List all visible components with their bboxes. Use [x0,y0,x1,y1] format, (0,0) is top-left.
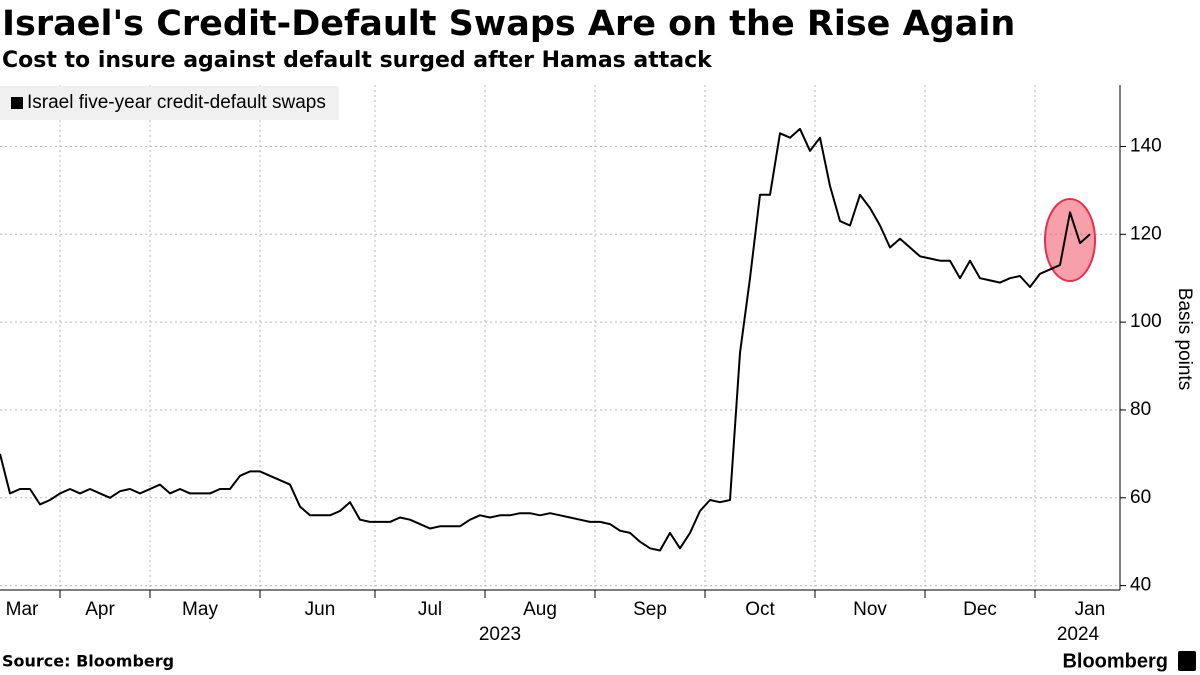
x-tick-label: Sep [633,599,667,620]
legend-swatch [11,97,23,109]
y-tick-label: 120 [1130,223,1162,244]
year-label: 2024 [1057,624,1100,645]
legend-label: Israel five-year credit-default swaps [27,92,326,113]
legend-box [0,86,339,120]
y-tick-label: 100 [1130,311,1162,332]
x-tick-label: May [182,599,218,620]
line-series [0,127,1091,552]
source: Source: Bloomberg [2,652,174,671]
y-tick-label: 60 [1130,487,1151,508]
brand: Bloomberg [1062,650,1168,672]
year-label: 2023 [479,624,521,645]
x-tick-label: Aug [523,599,557,620]
legend: Israel five-year credit-default swaps [0,86,339,120]
x-tick-label: Jun [305,599,336,620]
x-tick-label: Apr [85,599,115,620]
chart-title: Israel's Credit-Default Swaps Are on the… [2,4,1015,44]
x-tick-label: Nov [853,599,887,620]
x-tick-label: Oct [745,599,775,620]
chart-subtitle: Cost to insure against default surged af… [2,48,713,73]
x-tick-label: Dec [963,599,997,620]
x-tick-label: Jan [1075,599,1106,620]
brand-icon [1178,651,1196,671]
y-tick-label: 40 [1130,575,1151,596]
y-tick-label: 140 [1130,135,1162,156]
x-tick-label: Jul [418,599,442,620]
y-tick-label: 80 [1130,399,1151,420]
highlight [1044,198,1096,282]
y-axis-label: Basis points [1174,288,1195,390]
x-tick-label: Mar [6,599,39,620]
